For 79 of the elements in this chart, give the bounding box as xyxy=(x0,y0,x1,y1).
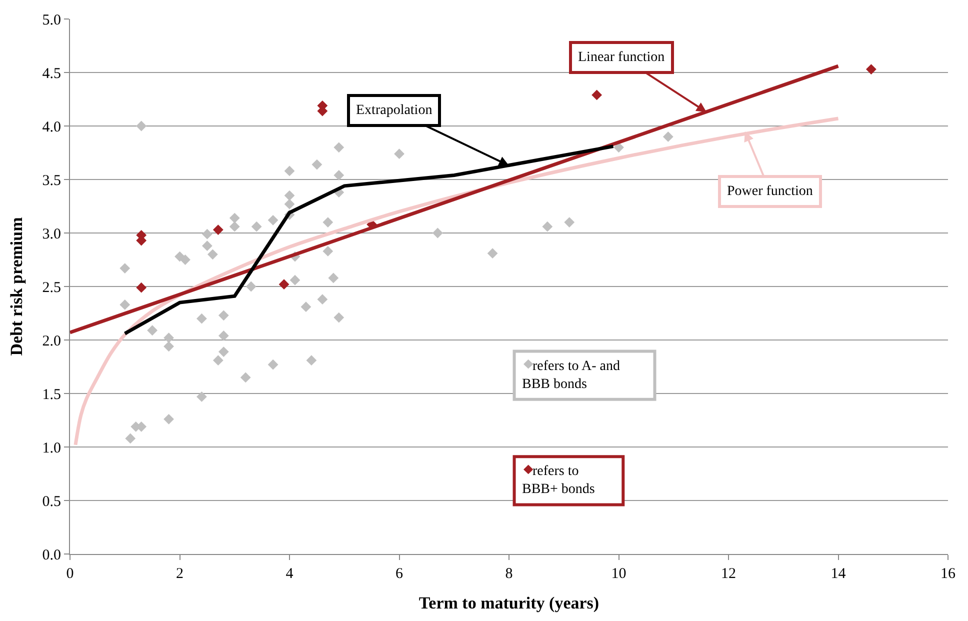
point xyxy=(290,274,300,286)
point xyxy=(218,346,229,357)
point xyxy=(614,142,624,153)
legend-label: refers to BBB+ bonds xyxy=(522,464,595,498)
point xyxy=(251,221,262,232)
point xyxy=(207,249,218,260)
point xyxy=(328,272,339,284)
point xyxy=(212,355,224,366)
y-tick-label: 1.5 xyxy=(42,386,61,403)
point xyxy=(218,330,229,341)
point xyxy=(180,254,190,265)
point xyxy=(542,221,553,232)
y-tick-label: 1.0 xyxy=(42,440,61,456)
x-axis-title: Term to maturity (years) xyxy=(418,593,600,612)
point xyxy=(229,221,240,232)
point xyxy=(284,198,295,210)
point xyxy=(592,90,602,100)
point xyxy=(300,302,312,312)
y-axis-title: Debt risk premium xyxy=(6,217,26,356)
point xyxy=(202,228,212,240)
x-tick-label: 4 xyxy=(286,566,294,582)
y-tick-label: 3.0 xyxy=(42,226,61,242)
y-tick-label: 2.0 xyxy=(42,333,61,350)
point xyxy=(322,246,334,256)
point xyxy=(164,341,174,352)
point xyxy=(120,299,130,310)
point xyxy=(334,170,344,180)
point xyxy=(196,392,207,402)
y-tick-label: 0.5 xyxy=(42,494,61,510)
line-series xyxy=(74,116,840,447)
annotation: Extrapolation xyxy=(356,103,432,118)
point xyxy=(246,281,256,292)
y-tick-label: 2.5 xyxy=(42,280,61,296)
point xyxy=(322,217,334,228)
x-tick-label: 0 xyxy=(66,566,74,582)
point xyxy=(487,248,498,259)
annotation: Linear function xyxy=(578,50,665,65)
point xyxy=(334,142,344,153)
point xyxy=(317,294,328,305)
point xyxy=(229,212,240,224)
legend-label: refers to A- and BBB bonds xyxy=(522,359,620,392)
x-tick-label: 2 xyxy=(176,566,184,582)
y-tick-label: 4.5 xyxy=(42,66,61,82)
point xyxy=(136,282,147,293)
point xyxy=(284,190,295,201)
point xyxy=(432,228,443,238)
point xyxy=(164,414,174,424)
y-tick-label: 4.0 xyxy=(42,119,61,136)
point xyxy=(268,214,278,226)
annotation: Power function xyxy=(727,184,813,199)
point xyxy=(125,433,136,444)
x-tick-label: 16 xyxy=(940,566,956,582)
point xyxy=(312,159,322,170)
point xyxy=(394,148,404,160)
point xyxy=(866,64,876,74)
point xyxy=(147,325,158,336)
point xyxy=(564,217,575,228)
y-tick-label: 3.5 xyxy=(42,172,61,189)
x-tick-label: 6 xyxy=(396,566,404,582)
point xyxy=(240,372,251,383)
point xyxy=(284,166,295,176)
point xyxy=(218,310,229,321)
point xyxy=(334,312,344,323)
point xyxy=(306,355,317,366)
x-tick-label: 14 xyxy=(830,566,846,582)
point xyxy=(268,359,278,370)
y-tick-label: 5.0 xyxy=(42,12,61,28)
point xyxy=(196,313,207,324)
x-tick-label: 12 xyxy=(721,566,736,582)
point xyxy=(120,263,130,274)
point xyxy=(662,132,674,142)
point xyxy=(136,120,147,132)
y-tick-label: 0.0 xyxy=(42,547,61,564)
point xyxy=(164,332,174,344)
point xyxy=(212,224,224,235)
x-tick-label: 10 xyxy=(611,566,626,582)
point xyxy=(278,279,290,290)
x-tick-label: 8 xyxy=(505,566,513,582)
point xyxy=(202,240,212,252)
